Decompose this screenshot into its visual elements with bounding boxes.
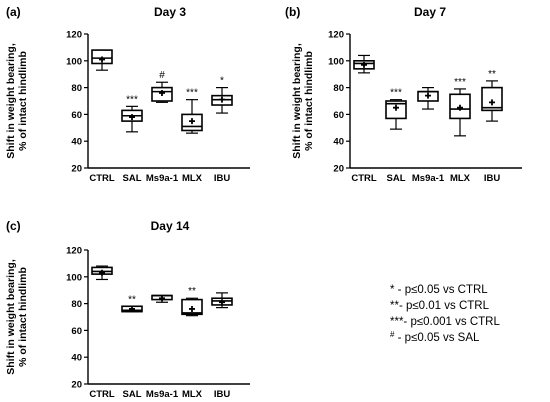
mean-marker [457, 104, 463, 111]
mean-marker [189, 305, 195, 312]
panel-title: Day 14 [151, 219, 190, 233]
y-tick-label: 20 [333, 164, 344, 175]
mean-marker [425, 92, 431, 99]
box-ms9a-1 [417, 86, 439, 110]
y-tick-label: 80 [71, 83, 82, 94]
legend-superscript: # [390, 330, 395, 339]
box-ms9a-1: # [151, 70, 173, 103]
box-mlx: *** [181, 88, 203, 134]
box-mlx: ** [181, 286, 203, 317]
x-tick-label: CTRL [89, 389, 115, 400]
significance-label: ** [188, 286, 196, 297]
mean-marker [99, 56, 105, 63]
x-tick-label: SAL [387, 173, 406, 184]
legend-entry: # - p≤0.05 vs SAL [390, 330, 480, 344]
y-tick-label: 20 [71, 380, 82, 391]
legend-entry: ***- p≤0.001 vs CTRL [390, 316, 500, 328]
significance-label: # [159, 70, 165, 81]
significance-label: ** [488, 69, 496, 80]
box-ctrl [91, 49, 113, 71]
significance-label: *** [126, 94, 138, 105]
x-tick-label: SAL [123, 173, 142, 184]
x-tick-label: CTRL [89, 173, 115, 184]
panel-letter: (b) [285, 5, 300, 19]
x-tick-label: Ms9a-1 [412, 173, 445, 184]
panel-title: Day 3 [154, 5, 186, 19]
y-tick-label: 80 [71, 299, 82, 310]
mean-marker [159, 89, 165, 96]
y-tick-label: 40 [71, 353, 82, 364]
mean-marker [159, 295, 165, 302]
panel-letter: (c) [6, 219, 21, 233]
significance-label: * [220, 76, 224, 87]
x-tick-label: Ms9a-1 [146, 173, 179, 184]
y-tick-label: 60 [71, 326, 82, 337]
x-tick-label: IBU [484, 173, 501, 184]
panel-1: (a) Day 3 Shift in weight bearing,% of int… [5, 5, 250, 184]
x-tick-label: MLX [182, 173, 203, 184]
significance-label: ** [128, 294, 136, 305]
legend-text: - p≤0.05 vs SAL [394, 332, 480, 344]
mean-marker [129, 114, 135, 121]
y-tick-label: 100 [66, 272, 82, 283]
x-tick-label: MLX [182, 389, 203, 400]
box-ms9a-1 [151, 294, 173, 303]
y-axis-label-line: Shift in weight bearing, [5, 43, 17, 159]
y-axis-label-line: Shift in weight bearing, [5, 259, 17, 375]
mean-marker [99, 269, 105, 276]
mean-marker [393, 104, 399, 111]
y-tick-label: 40 [71, 137, 82, 148]
y-axis-label-line: % of intact hindlimb [17, 267, 29, 367]
mean-marker [189, 118, 195, 125]
panel-3: (c) Day 14 Shift in weight bearing,% of in… [5, 219, 250, 400]
box-ibu: * [211, 76, 233, 114]
y-tick-label: 100 [66, 56, 82, 67]
x-tick-label: CTRL [351, 173, 377, 184]
x-tick-label: SAL [123, 389, 142, 400]
legend-entry: **- p≤0.01 vs CTRL [390, 300, 490, 312]
y-tick-label: 60 [333, 110, 344, 121]
panel-2: (b) Day 7 Shift in weight bearing,% of int… [285, 5, 522, 184]
y-tick-label: 80 [333, 83, 344, 94]
legend: * - p≤0.05 vs CTRL **- p≤0.01 vs CTRL ***-… [390, 284, 500, 344]
box-ctrl [353, 54, 375, 74]
panel-title: Day 7 [414, 5, 446, 19]
mean-marker [219, 299, 225, 306]
y-axis-label-line: % of intact hindlimb [17, 51, 29, 151]
y-tick-label: 120 [328, 30, 344, 41]
mean-marker [489, 99, 495, 106]
y-tick-label: 100 [328, 56, 344, 67]
x-tick-label: IBU [214, 389, 231, 400]
legend-entry: * - p≤0.05 vs CTRL [390, 284, 488, 296]
x-tick-label: MLX [450, 173, 471, 184]
box-sal: *** [385, 88, 407, 130]
significance-label: *** [186, 88, 198, 99]
y-tick-label: 20 [71, 164, 82, 175]
x-tick-label: Ms9a-1 [146, 389, 179, 400]
y-axis-label-line: % of intact hindlimb [303, 51, 315, 151]
significance-label: *** [390, 88, 402, 99]
mean-marker [129, 305, 135, 312]
mean-marker [361, 61, 367, 68]
y-axis-label-line: Shift in weight bearing, [291, 43, 303, 159]
y-tick-label: 60 [71, 110, 82, 121]
box-mlx: *** [449, 77, 471, 137]
box-ctrl [91, 265, 113, 281]
box-iqr [481, 86, 503, 112]
box-ibu [211, 292, 233, 309]
y-tick-label: 40 [333, 137, 344, 148]
mean-marker [219, 96, 225, 103]
y-tick-label: 120 [66, 30, 82, 41]
box-ibu: ** [481, 69, 503, 122]
panel-letter: (a) [6, 5, 21, 19]
y-tick-label: 120 [66, 246, 82, 257]
x-tick-label: IBU [214, 173, 231, 184]
significance-label: *** [454, 77, 466, 88]
box-sal: ** [121, 294, 143, 313]
box-sal: *** [121, 94, 143, 133]
